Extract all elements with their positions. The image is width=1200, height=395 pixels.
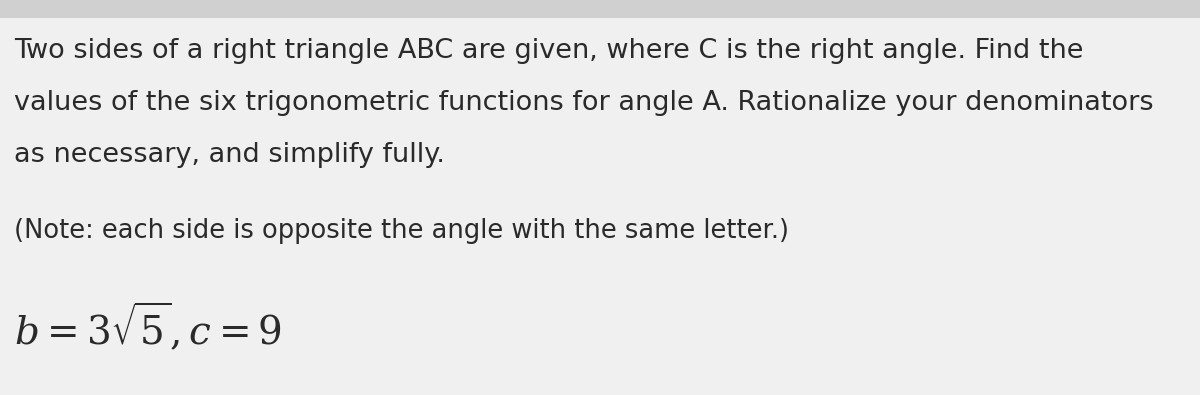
Text: Two sides of a right triangle ABC are given, where C is the right angle. Find th: Two sides of a right triangle ABC are gi… [14,38,1084,64]
Text: $b = 3\sqrt{5}, c = 9$: $b = 3\sqrt{5}, c = 9$ [14,300,282,353]
Text: (Note: each side is opposite the angle with the same letter.): (Note: each side is opposite the angle w… [14,218,790,244]
Text: as necessary, and simplify fully.: as necessary, and simplify fully. [14,142,445,168]
Text: values of the six trigonometric functions for angle A. Rationalize your denomina: values of the six trigonometric function… [14,90,1153,116]
Bar [0,0,1200,18]
